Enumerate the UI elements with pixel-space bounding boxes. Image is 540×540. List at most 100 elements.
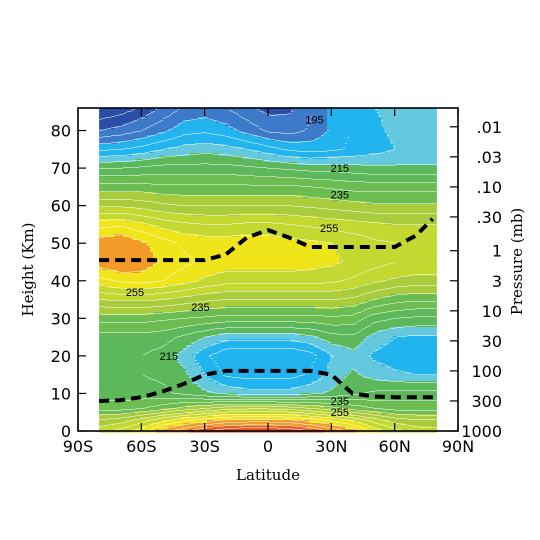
isotherm-segment [305, 322, 308, 323]
isotherm-segment [289, 378, 292, 379]
field-cell [99, 375, 190, 379]
isotherm-segment [235, 299, 238, 300]
field-cell [159, 156, 244, 160]
isotherm-segment [341, 180, 344, 181]
isotherm-segment [265, 389, 268, 390]
isotherm-segment [417, 285, 420, 286]
field-cell [99, 231, 181, 235]
field-cell [315, 306, 340, 310]
isotherm-segment [287, 169, 290, 170]
isotherm-segment [419, 191, 422, 192]
field-cell [123, 123, 178, 127]
isotherm-segment [175, 184, 178, 185]
isotherm-segment [125, 421, 128, 422]
isotherm-segment [105, 293, 108, 294]
isotherm-segment [227, 340, 230, 341]
field-cell [312, 321, 358, 325]
isotherm-segment [277, 140, 280, 141]
isotherm-segment [333, 209, 336, 210]
isotherm-segment [295, 399, 298, 400]
isotherm-segment [369, 400, 372, 401]
isotherm-segment [181, 327, 184, 328]
field-cell [258, 150, 388, 154]
isotherm-segment [295, 341, 298, 342]
isotherm-segment [285, 321, 288, 322]
isotherm-segment [105, 168, 108, 169]
isotherm-segment [183, 145, 186, 146]
isotherm-segment [197, 294, 200, 295]
isotherm-segment [161, 174, 164, 175]
isotherm-segment [221, 399, 224, 400]
isotherm-segment [243, 404, 246, 405]
field-cell [99, 198, 334, 202]
isotherm-segment [289, 307, 292, 308]
field-cell [99, 144, 184, 148]
field-cell [99, 324, 193, 328]
isotherm-segment [295, 397, 298, 398]
isotherm-segment [247, 222, 250, 223]
isotherm-segment [129, 322, 132, 323]
isotherm-segment [301, 402, 304, 403]
isotherm-segment [131, 147, 134, 148]
isotherm-segment [423, 390, 426, 391]
isotherm-segment [393, 390, 396, 391]
isotherm-segment [139, 415, 142, 416]
isotherm-segment [189, 164, 192, 165]
isotherm-segment [149, 414, 152, 415]
isotherm-segment [135, 415, 138, 416]
isotherm-segment [125, 417, 128, 418]
isotherm-segment [195, 205, 198, 206]
isotherm-segment [221, 334, 224, 335]
isotherm-segment [425, 203, 428, 204]
isotherm-segment [117, 175, 120, 176]
isotherm-segment [153, 331, 156, 332]
isotherm-segment [401, 400, 404, 401]
isotherm-segment [183, 335, 186, 336]
isotherm-segment [277, 333, 280, 334]
isotherm-segment [323, 188, 326, 189]
isotherm-segment [341, 404, 344, 405]
isotherm-segment [355, 305, 358, 306]
isotherm-segment [195, 143, 198, 144]
isotherm-segment [435, 415, 438, 416]
isotherm-segment [421, 427, 424, 428]
isotherm-segment [251, 222, 254, 223]
isotherm-segment [225, 291, 228, 292]
isotherm-segment [219, 328, 222, 329]
isotherm-segment [331, 344, 334, 345]
isotherm-segment [287, 195, 290, 196]
field-cell [366, 201, 437, 205]
isotherm-segment [165, 386, 168, 387]
isotherm-segment [239, 175, 242, 176]
isotherm-segment [133, 214, 136, 215]
isotherm-segment [239, 139, 242, 140]
isotherm-segment [135, 419, 138, 420]
isotherm-segment [201, 411, 204, 412]
isotherm-segment [287, 406, 290, 407]
isotherm-segment [131, 199, 134, 200]
isotherm-segment [271, 389, 274, 390]
isotherm-segment [157, 348, 160, 349]
isotherm-segment [385, 280, 388, 281]
isotherm-segment [393, 338, 396, 339]
isotherm-segment [259, 185, 262, 186]
isotherm-segment [313, 140, 316, 141]
isotherm-segment [169, 115, 172, 116]
field-cell [345, 375, 364, 379]
isotherm-segment [283, 114, 286, 115]
isotherm-segment [325, 171, 328, 172]
isotherm-segment [229, 299, 232, 300]
isotherm-segment [187, 409, 190, 410]
isotherm-segment [359, 211, 362, 212]
isotherm-segment [271, 401, 274, 402]
isotherm-segment [341, 149, 344, 150]
isotherm-segment [283, 223, 286, 224]
field-cell [354, 369, 397, 373]
isotherm-segment [321, 411, 324, 412]
isotherm-segment [403, 302, 406, 303]
isotherm-segment [353, 211, 356, 212]
isotherm-segment [425, 213, 428, 214]
isotherm-segment [283, 156, 286, 157]
isotherm-segment [135, 424, 138, 425]
isotherm-segment [411, 301, 414, 302]
